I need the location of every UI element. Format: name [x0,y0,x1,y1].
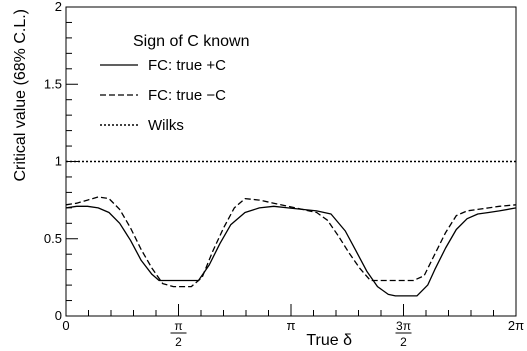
series-lines [66,162,516,296]
x-tick-numerator: π [174,319,182,333]
x-tick-label: 2π [508,318,524,333]
x-tick-label: π [287,318,296,333]
y-tick-label: 1.5 [44,76,62,91]
x-tick-label: π2 [171,319,187,349]
legend-title: Sign of C known [133,33,250,50]
x-tick-label: 3π2 [396,319,412,349]
legend: Sign of C known FC: true +C FC: true −C Wi… [100,33,250,134]
x-tick-denominator: 2 [400,335,407,349]
x-tick-label: 0 [62,318,69,333]
series-line-solid [66,206,516,296]
y-tick-label: 0.5 [44,231,62,246]
legend-entry-label: FC: true +C [148,57,226,74]
x-tick-denominator: 2 [175,335,182,349]
legend-entry-label: FC: true −C [148,87,226,104]
y-axis-label: Critical value (68% C.L.) [12,9,29,182]
y-tick-label: 2 [55,0,62,14]
x-tick-numerator: 3π [396,319,411,333]
x-axis-label: True δ [306,332,352,349]
y-tick-label: 1 [55,154,62,169]
y-tick-label: 0 [55,308,62,323]
legend-entry-label: Wilks [148,117,184,134]
